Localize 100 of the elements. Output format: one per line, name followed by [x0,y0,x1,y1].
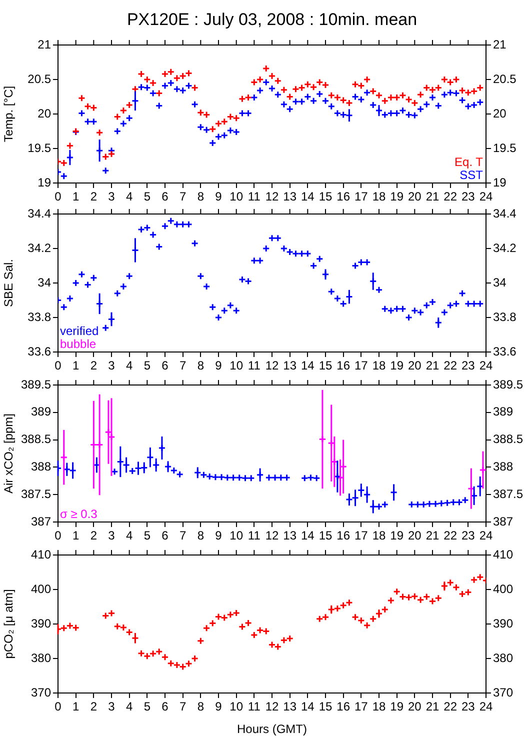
series-label: verified [60,324,99,338]
x-tick-label: 9 [215,528,222,543]
y-tick-label: 387 [30,514,52,528]
x-axis-title: Hours (GMT) [237,722,307,736]
x-tick-label: 22 [444,528,458,543]
x-tick-label: 14 [300,190,315,204]
x-tick-label: 7 [179,700,186,714]
x-tick-label: 18 [372,190,386,204]
y-tick-label: 34 [38,275,52,290]
x-tick-label: 5 [144,190,151,204]
y-tick-label: 33.6 [28,344,52,358]
x-tick-label: 17 [354,358,368,373]
chart-title: PX120E : July 03, 2008 : 10min. mean [126,10,418,29]
y2-tick-label: 390 [493,616,514,630]
x-tick-label: 3 [108,528,116,543]
x-tick-label: 21 [426,190,440,204]
x-tick-label: 13 [283,700,297,714]
x-tick-label: 12 [265,358,279,373]
text: SST [460,168,484,182]
x-tick-label: 6 [162,358,169,373]
y-tick-label: 19.5 [28,140,52,155]
y-tick-label: 20.5 [28,72,52,86]
x-tick-label: 17 [354,700,368,714]
x-tick-label: 5 [144,700,151,714]
x-tick-label: 4 [126,358,133,373]
y-axis-title: Temp. [°C] [2,86,16,142]
y2-tick-label: 19.5 [493,140,517,155]
y2-tick-label: 389 [493,404,514,419]
y2-tick-label: 34.2 [493,240,517,255]
y2-tick-label: 33.6 [493,344,517,358]
x-tick-label: 1 [72,190,80,204]
y-tick-label: 380 [30,650,52,665]
y2-tick-label: 389.5 [493,377,524,392]
text: σ ≥ 0.3 [60,507,98,521]
y-tick-label: 21 [38,37,52,52]
x-tick-label: 2 [90,528,98,543]
y-tick-label: 400 [30,582,52,596]
x-tick-label: 7 [179,358,186,373]
y2-tick-label: 387.5 [493,486,524,501]
x-tick-label: 0 [54,358,62,373]
x-tick-label: 16 [336,190,350,204]
y2-tick-label: 388 [493,460,514,474]
x-tick-label: 9 [215,700,222,714]
x-tick-label: 4 [126,190,133,204]
y-axis-title: pCO₂ [μ atm] [2,589,16,659]
x-tick-label: 17 [354,528,368,543]
x-tick-label: 23 [461,358,476,373]
y2-tick-label: 380 [493,650,514,665]
y2-tick-label: 34 [493,275,507,290]
x-tick-label: 6 [162,190,169,204]
x-tick-label: 10 [230,190,244,204]
x-tick-label: 22 [444,358,458,373]
y2-tick-label: 21 [493,37,507,52]
y2-tick-label: 388.5 [493,432,524,446]
x-tick-label: 3 [108,700,116,714]
x-tick-label: 15 [318,528,332,543]
x-tick-label: 6 [162,528,169,543]
x-tick-label: 24 [479,190,493,204]
x-tick-label: 18 [372,700,386,714]
x-tick-label: 1 [72,528,80,543]
x-tick-label: 1 [72,700,80,714]
y2-tick-label: 34.4 [493,206,517,220]
x-tick-label: 14 [300,358,315,373]
x-tick-label: 0 [54,190,62,204]
y-tick-label: 388 [30,460,52,474]
x-tick-label: 10 [230,700,244,714]
x-tick-label: 24 [479,528,493,543]
y-tick-label: 370 [30,685,52,700]
y-tick-label: 389 [30,404,52,419]
x-tick-label: 18 [372,528,386,543]
x-tick-label: 7 [179,190,186,204]
y2-tick-label: 20.5 [493,72,517,86]
x-tick-label: 10 [230,528,244,543]
x-tick-label: 15 [318,358,332,373]
x-tick-label: 8 [197,358,204,373]
y2-tick-label: 370 [493,685,514,700]
x-tick-label: 23 [461,190,476,204]
x-tick-label: 11 [248,190,261,204]
x-tick-label: 21 [426,358,440,373]
text: Eq. T [454,155,484,169]
x-tick-label: 10 [230,358,244,373]
x-tick-label: 20 [408,358,422,373]
y-tick-label: 34.4 [28,206,52,220]
x-tick-label: 24 [479,700,493,714]
x-tick-label: 2 [90,700,98,714]
x-tick-label: 9 [215,190,222,204]
x-tick-label: 19 [390,190,404,204]
x-tick-label: 16 [336,528,350,543]
x-tick-label: 0 [54,528,62,543]
x-tick-label: 5 [144,528,151,543]
x-tick-label: 0 [54,700,62,714]
y2-tick-label: 20 [493,106,507,120]
x-tick-label: 13 [283,190,297,204]
x-tick-label: 11 [248,528,261,543]
x-tick-label: 2 [90,190,98,204]
x-tick-label: 18 [372,358,386,373]
x-tick-label: 11 [248,358,261,373]
x-tick-label: 8 [197,700,204,714]
x-tick-label: 19 [390,528,404,543]
y-tick-label: 388.5 [20,432,52,446]
